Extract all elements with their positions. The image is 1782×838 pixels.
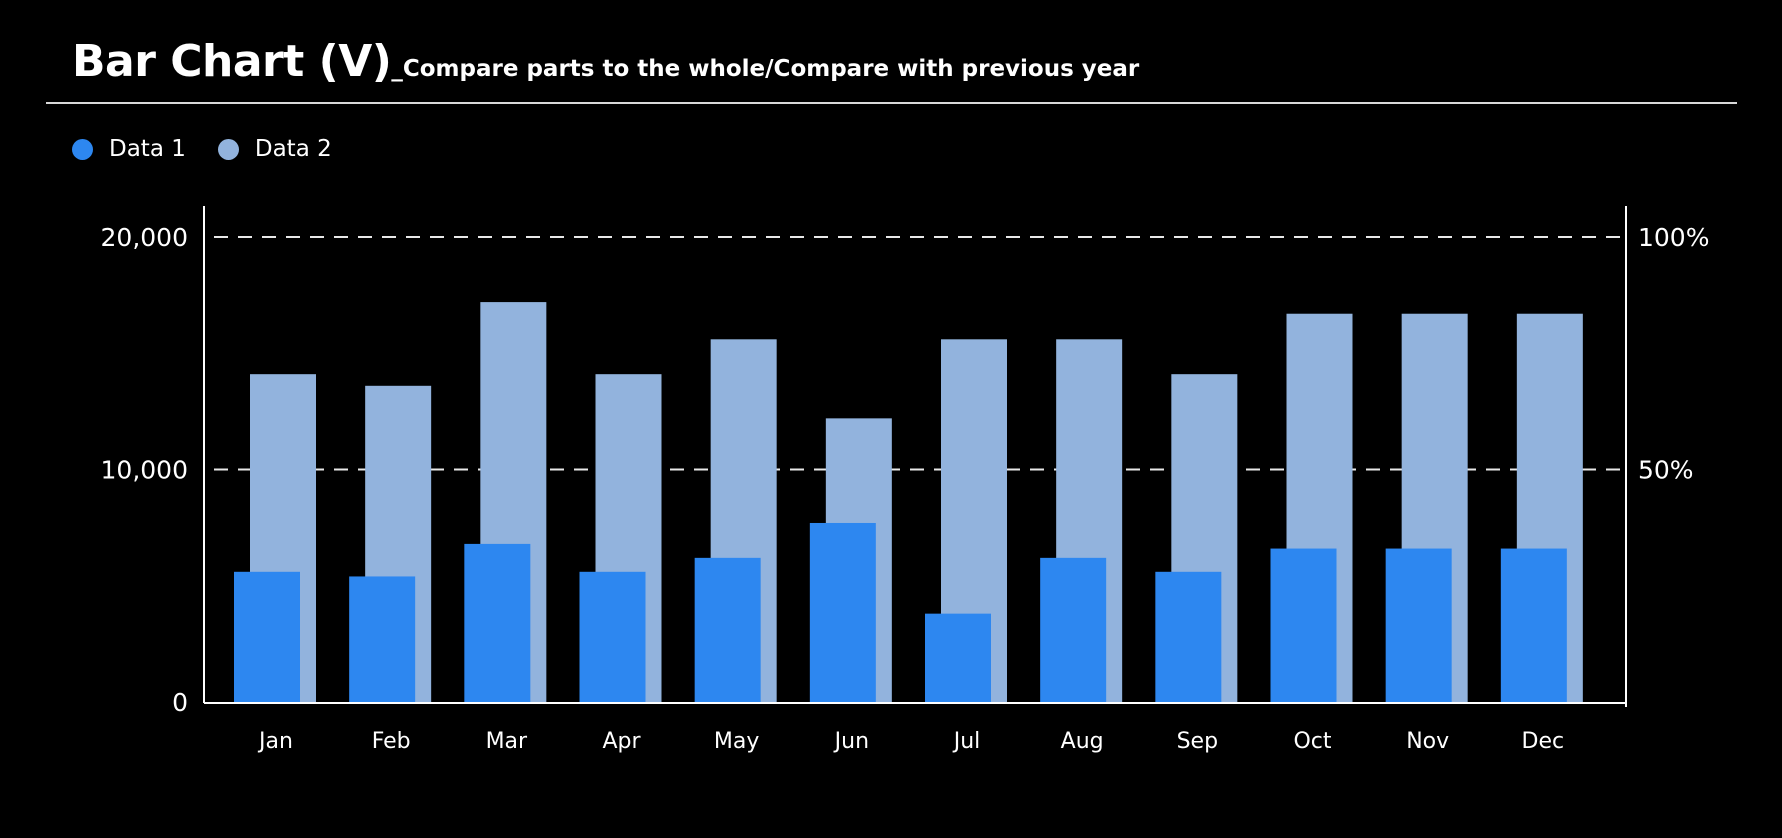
x-tick-label-nov: Nov	[1406, 729, 1449, 754]
legend-item-data-2: Data 2	[217, 136, 332, 162]
x-tick-label-apr: Apr	[602, 729, 641, 754]
y-tick-label-20000: 20,000	[101, 223, 188, 252]
x-tick-label-aug: Aug	[1061, 729, 1104, 754]
chart-subtitle: _Compare parts to the whole/Compare with…	[391, 56, 1140, 82]
bar-data-1-sep	[1155, 571, 1222, 702]
legend-dot-data-1	[72, 138, 93, 160]
bar-data-1-jun	[809, 522, 876, 702]
bar-data-1-jul	[925, 613, 991, 702]
title-divider	[46, 102, 1737, 104]
bar-data-1-mar	[464, 543, 531, 702]
legend-label-data-1: Data 1	[109, 136, 186, 162]
bar-data-1-jan	[234, 571, 300, 702]
bar-data-1-aug	[1040, 557, 1107, 702]
y-tick-label-10000: 10,000	[101, 456, 188, 485]
bar-data-1-apr	[579, 571, 646, 702]
x-tick-label-sep: Sep	[1177, 729, 1218, 754]
chart-title: Bar Chart (V)	[72, 36, 392, 87]
bar-data-1-dec	[1500, 548, 1567, 702]
x-tick-label-jul: Jul	[952, 729, 981, 754]
x-tick-label-dec: Dec	[1522, 729, 1565, 754]
x-tick-label-oct: Oct	[1293, 729, 1331, 754]
y2-tick-label-50: 50%	[1638, 456, 1694, 485]
bar-data-1-oct	[1270, 548, 1337, 702]
x-tick-label-mar: Mar	[486, 729, 528, 754]
y-tick-label-0: 0	[172, 688, 188, 717]
x-tick-label-jun: Jun	[833, 729, 869, 754]
x-tick-label-feb: Feb	[372, 729, 411, 754]
chart-title-block: Bar Chart (V)_Compare parts to the whole…	[72, 36, 1139, 87]
x-tick-label-may: May	[714, 729, 759, 754]
bar-data-1-nov	[1385, 548, 1452, 702]
legend-dot-data-2	[217, 138, 239, 160]
y2-tick-label-100: 100%	[1638, 223, 1709, 252]
x-tick-label-jan: Jan	[257, 729, 293, 754]
legend: Data 1 Data 2	[72, 136, 364, 162]
bar-data-1-feb	[349, 576, 416, 702]
legend-label-data-2: Data 2	[254, 136, 332, 162]
bar-data-1-may	[694, 557, 761, 702]
legend-item-data-1: Data 1	[72, 136, 186, 162]
